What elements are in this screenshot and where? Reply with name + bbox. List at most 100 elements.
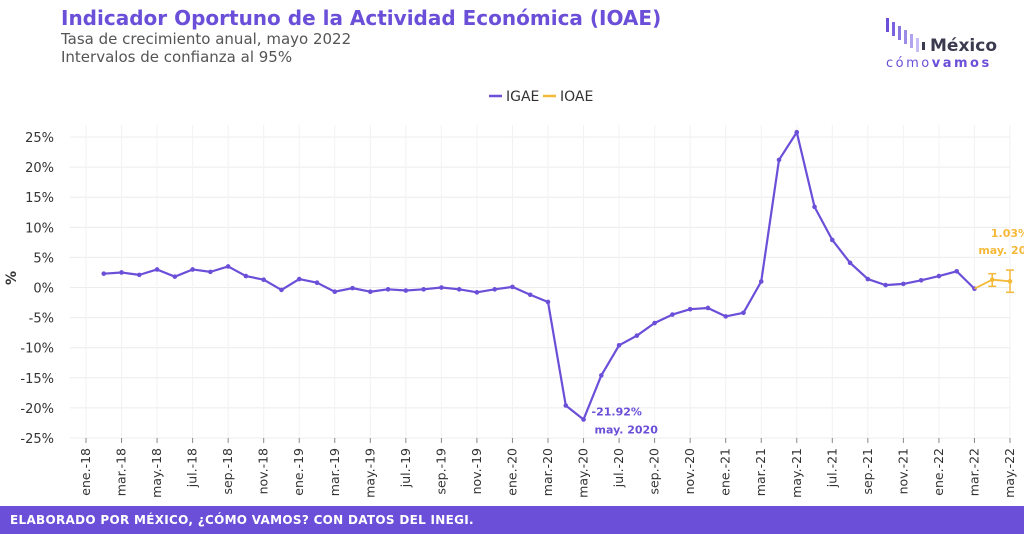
igae-data-point bbox=[474, 290, 480, 295]
annotation-min-value: -21.92% bbox=[592, 405, 642, 418]
igae-data-point bbox=[421, 287, 426, 292]
igae-data-point bbox=[723, 314, 728, 319]
y-tick-label: 0% bbox=[33, 282, 54, 297]
y-tick-label: 15% bbox=[25, 191, 54, 206]
x-tick-label: mar.-20 bbox=[540, 448, 555, 496]
x-tick-label: mar.-18 bbox=[114, 448, 129, 496]
igae-data-point bbox=[865, 276, 871, 282]
igae-data-point bbox=[385, 287, 391, 292]
igae-data-point bbox=[225, 264, 231, 269]
y-tick-label: 10% bbox=[25, 221, 54, 236]
igae-data-point bbox=[652, 320, 657, 326]
igae-data-point bbox=[456, 287, 462, 292]
igae-data-point bbox=[616, 343, 622, 348]
legend-igae-label: IGAE bbox=[506, 89, 539, 105]
igae-data-point bbox=[812, 204, 817, 210]
igae-data-point bbox=[403, 288, 409, 293]
igae-data-point bbox=[936, 273, 942, 279]
x-tick-label: sep.-21 bbox=[860, 448, 875, 495]
chart-title: Indicador Oportuno de la Actividad Econó… bbox=[61, 6, 662, 30]
mexico-como-vamos-logo: México cómovamos bbox=[878, 12, 1018, 72]
logo-text-vamos: vamos bbox=[931, 56, 992, 71]
igae-data-point bbox=[794, 129, 800, 135]
x-tick-label: nov.-21 bbox=[895, 448, 910, 494]
igae-data-point bbox=[634, 333, 640, 338]
y-tick-label: 25% bbox=[25, 131, 54, 146]
igae-data-point bbox=[776, 157, 782, 163]
igae-data-point bbox=[172, 274, 178, 279]
ioae-data-point bbox=[989, 277, 995, 282]
igae-data-point bbox=[261, 277, 266, 282]
x-tick-label: sep.-20 bbox=[647, 448, 662, 495]
igae-data-point bbox=[314, 280, 320, 286]
y-axis-label: % bbox=[4, 271, 20, 285]
y-tick-label: -20% bbox=[20, 402, 54, 417]
igae-data-point bbox=[119, 270, 124, 275]
igae-data-point bbox=[687, 306, 693, 312]
x-tick-label: may.-22 bbox=[1002, 448, 1017, 498]
y-tick-label: 20% bbox=[25, 161, 54, 176]
igae-data-point bbox=[296, 276, 302, 282]
x-tick-label: ene.-19 bbox=[291, 448, 306, 496]
igae-data-point bbox=[758, 279, 764, 284]
igae-data-point bbox=[154, 267, 160, 272]
igae-data-point bbox=[101, 271, 107, 276]
y-tick-label: -5% bbox=[29, 312, 54, 327]
y-tick-label: -10% bbox=[20, 342, 54, 357]
legend-ioae-label: IOAE bbox=[560, 89, 593, 105]
igae-data-point bbox=[883, 282, 888, 288]
x-tick-label: nov.-18 bbox=[256, 448, 271, 494]
igae-data-point bbox=[137, 272, 142, 278]
igae-data-point bbox=[670, 312, 675, 317]
igae-data-point bbox=[563, 403, 569, 408]
igae-data-point bbox=[545, 299, 551, 305]
igae-data-point bbox=[208, 269, 213, 275]
x-tick-label: mar.-19 bbox=[327, 448, 342, 496]
chart-subtitle: Tasa de crecimiento anual, mayo 2022 bbox=[61, 30, 352, 48]
x-tick-label: jul.-21 bbox=[824, 448, 839, 488]
annotation-forecast-date: may. 2022 bbox=[978, 244, 1024, 257]
x-tick-label: mar.-22 bbox=[966, 448, 981, 496]
x-tick-label: may.-18 bbox=[149, 448, 164, 498]
igae-data-point bbox=[918, 277, 924, 283]
igae-data-point bbox=[439, 285, 444, 290]
footer-source-text: ELABORADO POR MÉXICO, ¿CÓMO VAMOS? CON D… bbox=[10, 513, 474, 527]
x-tick-label: jul.-20 bbox=[611, 448, 626, 488]
x-tick-label: sep.-18 bbox=[220, 448, 235, 495]
igae-data-point bbox=[901, 281, 906, 287]
x-tick-label: ene.-22 bbox=[931, 448, 946, 496]
footer-bar: ELABORADO POR MÉXICO, ¿CÓMO VAMOS? CON D… bbox=[0, 506, 1024, 534]
igae-data-point bbox=[510, 284, 515, 290]
igae-series-line bbox=[103, 131, 976, 421]
x-tick-label: ene.-18 bbox=[78, 448, 93, 496]
y-tick-label: -15% bbox=[20, 372, 54, 387]
igae-data-point bbox=[190, 267, 195, 272]
x-tick-label: ene.-21 bbox=[718, 448, 733, 496]
logo-text-mexico: México bbox=[930, 36, 997, 56]
y-tick-label: 5% bbox=[33, 251, 54, 266]
x-tick-label: nov.-20 bbox=[682, 448, 697, 494]
x-tick-label: mar.-21 bbox=[753, 448, 768, 496]
igae-data-point bbox=[705, 305, 711, 311]
igae-data-point bbox=[368, 289, 373, 295]
igae-data-point bbox=[954, 268, 959, 274]
igae-data-point bbox=[279, 287, 284, 293]
igae-data-point bbox=[830, 237, 835, 243]
igae-data-point bbox=[847, 260, 853, 266]
x-tick-label: ene.-20 bbox=[504, 448, 519, 496]
igae-data-point bbox=[741, 310, 746, 316]
x-tick-label: jul.-19 bbox=[398, 448, 413, 488]
x-tick-label: jul.-18 bbox=[185, 448, 200, 488]
x-tick-label: nov.-19 bbox=[469, 448, 484, 494]
x-tick-label: sep.-19 bbox=[433, 448, 448, 495]
igae-data-point bbox=[243, 273, 249, 279]
ioae-data-point bbox=[1007, 279, 1013, 284]
igae-data-point bbox=[527, 292, 533, 298]
x-tick-label: may.-19 bbox=[362, 448, 377, 498]
x-tick-label: may.-20 bbox=[576, 448, 591, 498]
igae-data-point bbox=[599, 373, 604, 378]
annotation-min-date: may. 2020 bbox=[595, 423, 659, 436]
igae-data-point bbox=[581, 417, 586, 422]
igae-data-point bbox=[350, 285, 355, 291]
chart-subtitle-confidence: Intervalos de confianza al 95% bbox=[61, 48, 293, 66]
